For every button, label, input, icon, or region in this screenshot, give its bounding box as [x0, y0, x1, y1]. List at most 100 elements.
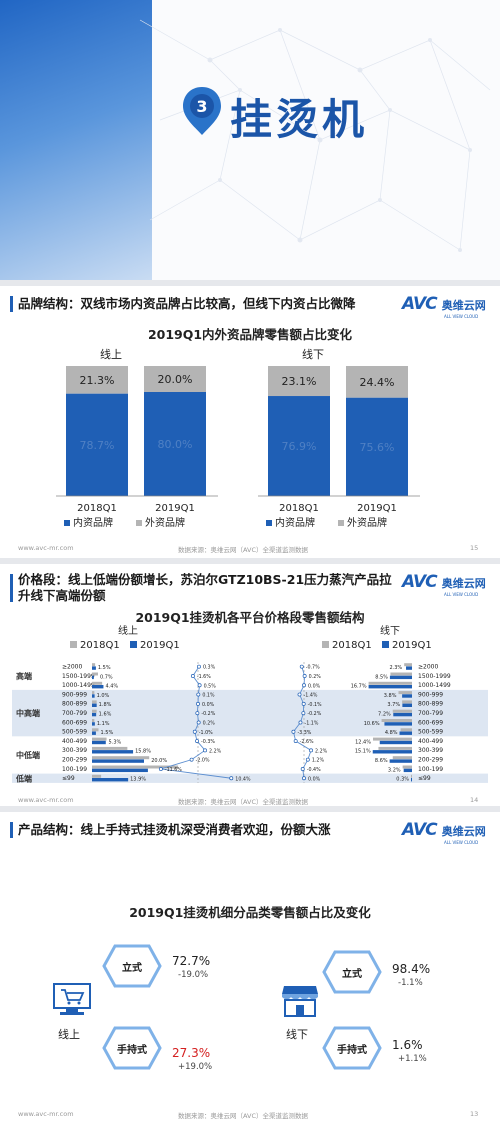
label-foreign: 24.4% [360, 376, 395, 389]
divider [0, 806, 500, 812]
bar-2019 [406, 666, 412, 670]
section-number-badge: 3 [183, 87, 221, 135]
change-point [189, 757, 194, 762]
bar-value-label: 3.2% [388, 767, 401, 773]
change-label: 0.2% [203, 720, 216, 726]
change-label: -1.1% [304, 720, 318, 726]
channel-offline-label: 线下 [286, 1028, 308, 1041]
segment-name: 中低端 [16, 750, 40, 760]
change-point [192, 729, 197, 734]
bar-2019 [92, 722, 95, 726]
change-point [305, 757, 310, 762]
change-point [299, 664, 304, 669]
y-tick-label: 100-199 [62, 766, 87, 773]
change-point [229, 776, 234, 781]
change-point [293, 739, 298, 744]
footer-url: www.avc-mr.com [18, 796, 74, 804]
bar-value-label: 10.6% [364, 721, 380, 727]
bar-2019 [393, 712, 412, 717]
bar-2018 [92, 663, 96, 667]
change-label: -0.1% [308, 702, 322, 708]
footer-source: 数据来源：奥维云网（AVC）全渠道监测数据 [178, 798, 309, 806]
change-label: 0.5% [204, 683, 217, 689]
category-handheld-offline: 手持式 [337, 1045, 367, 1056]
bar-2018 [392, 709, 412, 713]
logo-cn: 奥维云网 [441, 825, 486, 838]
y-tick-label: 200-299 [418, 757, 443, 764]
footer-url: www.avc-mr.com [18, 1110, 74, 1118]
bar-2018 [378, 746, 412, 750]
change-label: 10.4% [235, 776, 251, 782]
y-tick-label: 900-999 [62, 691, 87, 698]
change-point [203, 748, 207, 753]
footer-url: www.avc-mr.com [18, 544, 74, 552]
bar-value-label: 3.7% [387, 702, 400, 708]
change-point [197, 664, 201, 669]
bar-2018 [92, 728, 99, 732]
label-domestic: 80.0% [158, 438, 193, 451]
bar-2018 [92, 756, 150, 760]
label-domestic: 76.9% [282, 440, 317, 453]
logo-sub: ALL VIEW CLOUD [444, 314, 479, 319]
panel-title: 线下 [302, 347, 324, 361]
bar-2018 [381, 719, 412, 722]
y-tick-label: ≤99 [62, 775, 75, 782]
change-label: 0.0% [308, 776, 321, 782]
category-upright-offline: 立式 [342, 969, 362, 980]
bar-value-label: 20.0% [151, 758, 167, 764]
change-point [309, 748, 313, 753]
legend-2019: 2019Q1 [392, 640, 432, 651]
bar-2019 [402, 694, 412, 698]
bar-2019 [92, 712, 97, 717]
bar-2018 [402, 700, 412, 704]
bar-value-label: 0.7% [100, 674, 113, 680]
avc-logo: AVC 奥维云网 ALL VIEW CLOUD [402, 572, 487, 597]
segment-name: 低端 [15, 773, 32, 783]
bar-2019 [379, 740, 412, 745]
bar-value-label: 1.5% [101, 730, 114, 736]
slide-price-segment: 价格段：线上低端份额增长，苏泊尔GTZ10BS-21压力蒸汽产品拉升线下高端份额… [0, 564, 500, 806]
label-foreign: 20.0% [158, 373, 193, 386]
change-label: 0.3% [203, 665, 216, 671]
bar-2018 [92, 709, 97, 713]
logo-brand: AVC [402, 294, 438, 314]
logo-brand: AVC [402, 820, 438, 840]
change-label: 2.2% [315, 748, 328, 754]
change-point [301, 711, 306, 716]
y-tick-label: 400-499 [418, 738, 443, 745]
change-label: 0.0% [202, 702, 215, 708]
change-handheld-online: +19.0% [178, 1062, 213, 1072]
bar-2018 [400, 728, 412, 732]
legend-swatch-2019 [130, 641, 137, 648]
panel-title: 线下 [380, 624, 400, 637]
change-point [301, 701, 306, 706]
bar-value-label: 15.1% [355, 749, 371, 755]
y-tick-label: 1500-1999 [418, 673, 451, 680]
bar-2018 [398, 691, 412, 695]
change-point [302, 683, 306, 688]
bar-2019 [389, 675, 412, 680]
x-tick-label: 2018Q1 [77, 503, 117, 514]
change-label: -1.0% [199, 730, 213, 736]
change-point [196, 701, 200, 706]
change-label: -1.6% [197, 674, 211, 680]
bar-2018 [92, 746, 128, 750]
change-label: 0.1% [202, 693, 215, 699]
x-tick-label: 2019Q1 [357, 503, 397, 514]
legend-swatch-2018 [322, 641, 329, 648]
bar-value-label: 8.6% [375, 758, 388, 764]
bar-2019 [92, 731, 96, 735]
panel-title: 线上 [118, 624, 138, 637]
change-label: -3.3% [297, 730, 311, 736]
change-label: 1.2% [312, 758, 325, 764]
store-icon [282, 986, 318, 1017]
bar-2019 [92, 675, 94, 680]
change-label: 2.2% [209, 748, 222, 754]
y-tick-label: ≥2000 [418, 664, 438, 671]
bar-value-label: 1.1% [97, 721, 110, 727]
channel-online-label: 线上 [58, 1028, 80, 1041]
change-label: -0.3% [201, 739, 215, 745]
change-label: -11.6% [165, 767, 182, 773]
bar-2019 [372, 750, 412, 754]
